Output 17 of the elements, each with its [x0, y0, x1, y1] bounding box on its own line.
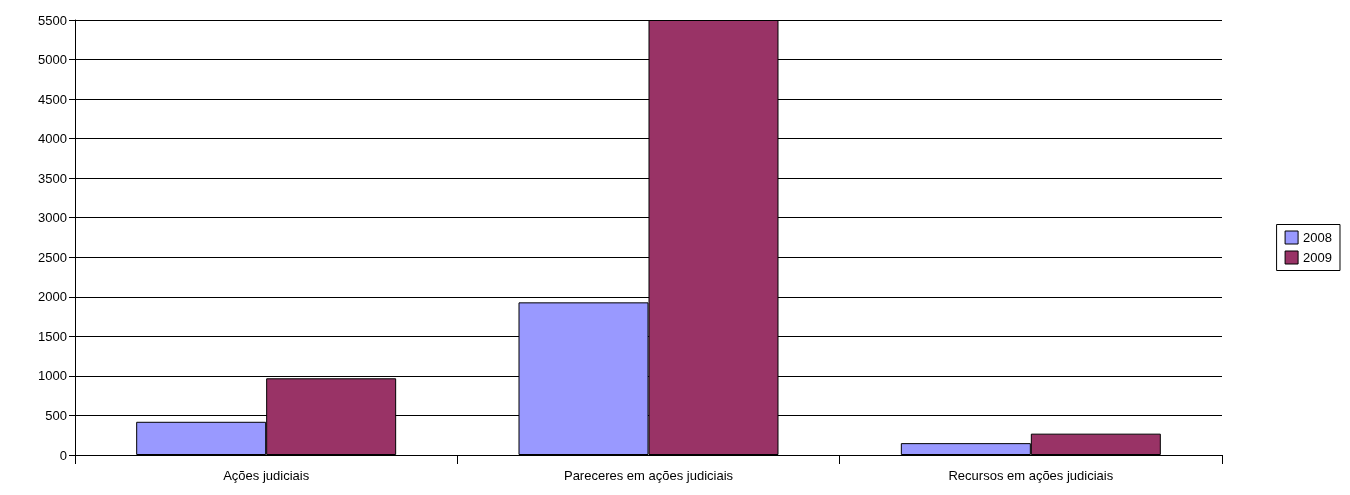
y-tick-label: 5000: [38, 52, 67, 68]
y-tick-label: 0: [59, 447, 67, 463]
x-tick-label: Pareceres em ações judiciais: [563, 468, 734, 483]
y-tick-label: 4000: [38, 131, 67, 147]
y-tick-label: 1500: [38, 328, 67, 344]
x-tick-label: Ações judiciais: [223, 468, 310, 483]
legend-label: 2008: [1303, 230, 1332, 245]
legend-label: 2009: [1303, 250, 1332, 265]
y-tick-label: 2000: [38, 289, 67, 305]
y-tick-label: 2500: [38, 249, 67, 265]
y-tick-label: 4500: [38, 91, 67, 107]
x-tick-label: Recursos em ações judiciais: [948, 468, 1114, 483]
y-tick-label: 3500: [38, 170, 67, 186]
y-tick-label: 500: [45, 407, 67, 423]
y-tick-label: 5500: [38, 12, 67, 28]
y-tick-label: 3000: [38, 210, 67, 226]
y-tick-label: 1000: [38, 368, 67, 384]
